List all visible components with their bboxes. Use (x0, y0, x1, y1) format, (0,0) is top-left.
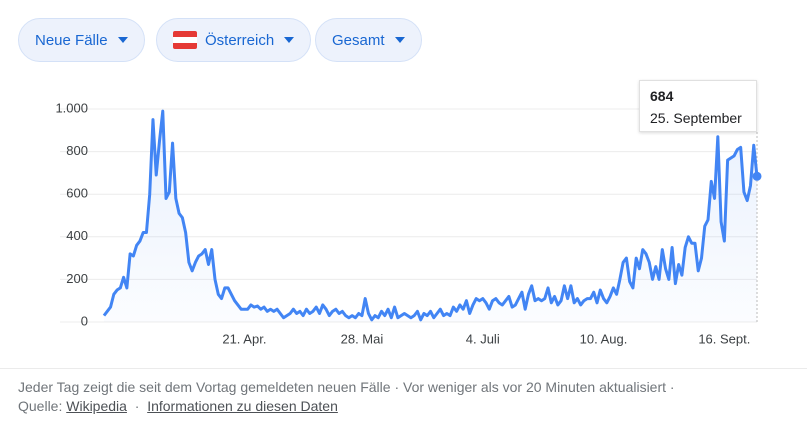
y-tick-label: 1.000 (55, 100, 88, 115)
separator: · (394, 379, 400, 395)
info-link[interactable]: Informationen zu diesen Daten (147, 398, 338, 414)
divider (0, 368, 807, 369)
y-tick-label: 800 (66, 143, 88, 158)
source-link[interactable]: Wikipedia (66, 398, 127, 414)
footer-line-1: Jeder Tag zeigt die seit dem Vortag geme… (18, 379, 675, 395)
tooltip: 684 25. September (639, 80, 757, 132)
metric-label: Neue Fälle (35, 31, 108, 49)
range-label: Gesamt (332, 31, 385, 49)
x-tick-label: 4. Juli (466, 331, 500, 346)
tooltip-date: 25. September (650, 110, 742, 126)
x-tick-label: 10. Aug. (580, 331, 628, 346)
source-label: Quelle: (18, 398, 63, 414)
description: Jeder Tag zeigt die seit dem Vortag geme… (18, 379, 391, 395)
separator: · (669, 379, 675, 395)
region-label: Österreich (205, 31, 275, 49)
range-dropdown[interactable]: Gesamt (315, 18, 422, 62)
hover-point (752, 171, 762, 181)
tooltip-value: 684 (650, 88, 674, 104)
x-tick-label: 28. Mai (341, 331, 384, 346)
x-tick-label: 21. Apr. (222, 331, 266, 346)
separator: · (134, 398, 140, 414)
y-tick-label: 400 (66, 228, 88, 243)
data-line (102, 109, 759, 322)
flag-icon (173, 31, 197, 49)
region-dropdown[interactable]: Österreich (156, 18, 312, 62)
area-fill (104, 111, 757, 322)
updated: Vor weniger als vor 20 Minuten aktualisi… (403, 379, 667, 395)
y-tick-label: 0 (81, 313, 88, 328)
x-tick-label: 16. Sept. (698, 331, 750, 346)
chart: 0 200 400 600 800 1.000 21. Apr. 28. Mai 4. Juli… (55, 100, 762, 346)
footer-line-2: Quelle: Wikipedia · Informationen zu die… (18, 398, 338, 414)
metric-dropdown[interactable]: Neue Fälle (18, 18, 145, 62)
y-tick-label: 600 (66, 186, 88, 201)
y-tick-label: 200 (66, 271, 88, 286)
